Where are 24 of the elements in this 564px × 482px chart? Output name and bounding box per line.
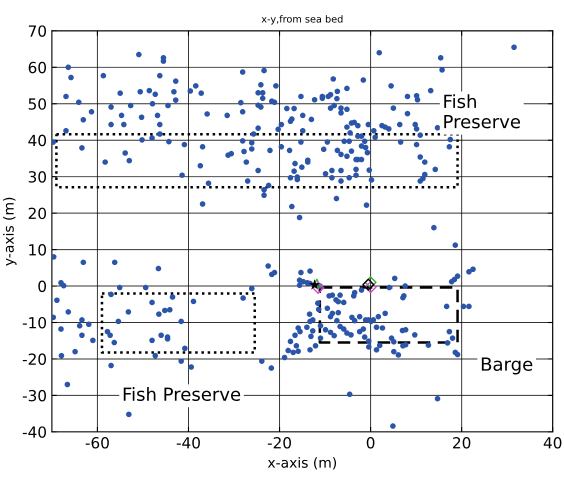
- y-tick-label: 30: [28, 171, 46, 183]
- chart-title: x-y,from sea bed: [262, 15, 342, 25]
- x-tick-label: 0: [366, 437, 374, 449]
- y-axis-title: y-axis (m): [3, 198, 17, 266]
- y-tick-label: -10: [22, 316, 46, 329]
- y-tick-label: -40: [22, 426, 46, 438]
- y-tick-label: 60: [28, 62, 46, 74]
- x-tick-label: 20: [453, 437, 470, 449]
- y-tick-label: 50: [28, 98, 46, 110]
- annotation: Fish Preserve: [124, 387, 240, 402]
- x-tick-label: -40: [176, 437, 200, 449]
- y-tick-label: 20: [28, 208, 46, 220]
- y-tick-label: 40: [28, 134, 46, 146]
- annotation: Fish Preserve: [444, 94, 520, 128]
- y-tick-label: -20: [22, 353, 46, 365]
- x-tick-label: -20: [268, 437, 291, 449]
- annotation: Barge: [482, 358, 532, 374]
- y-tick-label: -30: [22, 390, 46, 402]
- x-tick-label: 40: [544, 437, 562, 449]
- x-axis-title: x-axis (m): [268, 457, 336, 470]
- y-tick-label: 0: [38, 280, 46, 292]
- x-tick-label: -60: [86, 437, 109, 449]
- y-tick-label: 70: [28, 25, 46, 37]
- y-tick-label: 10: [29, 244, 46, 256]
